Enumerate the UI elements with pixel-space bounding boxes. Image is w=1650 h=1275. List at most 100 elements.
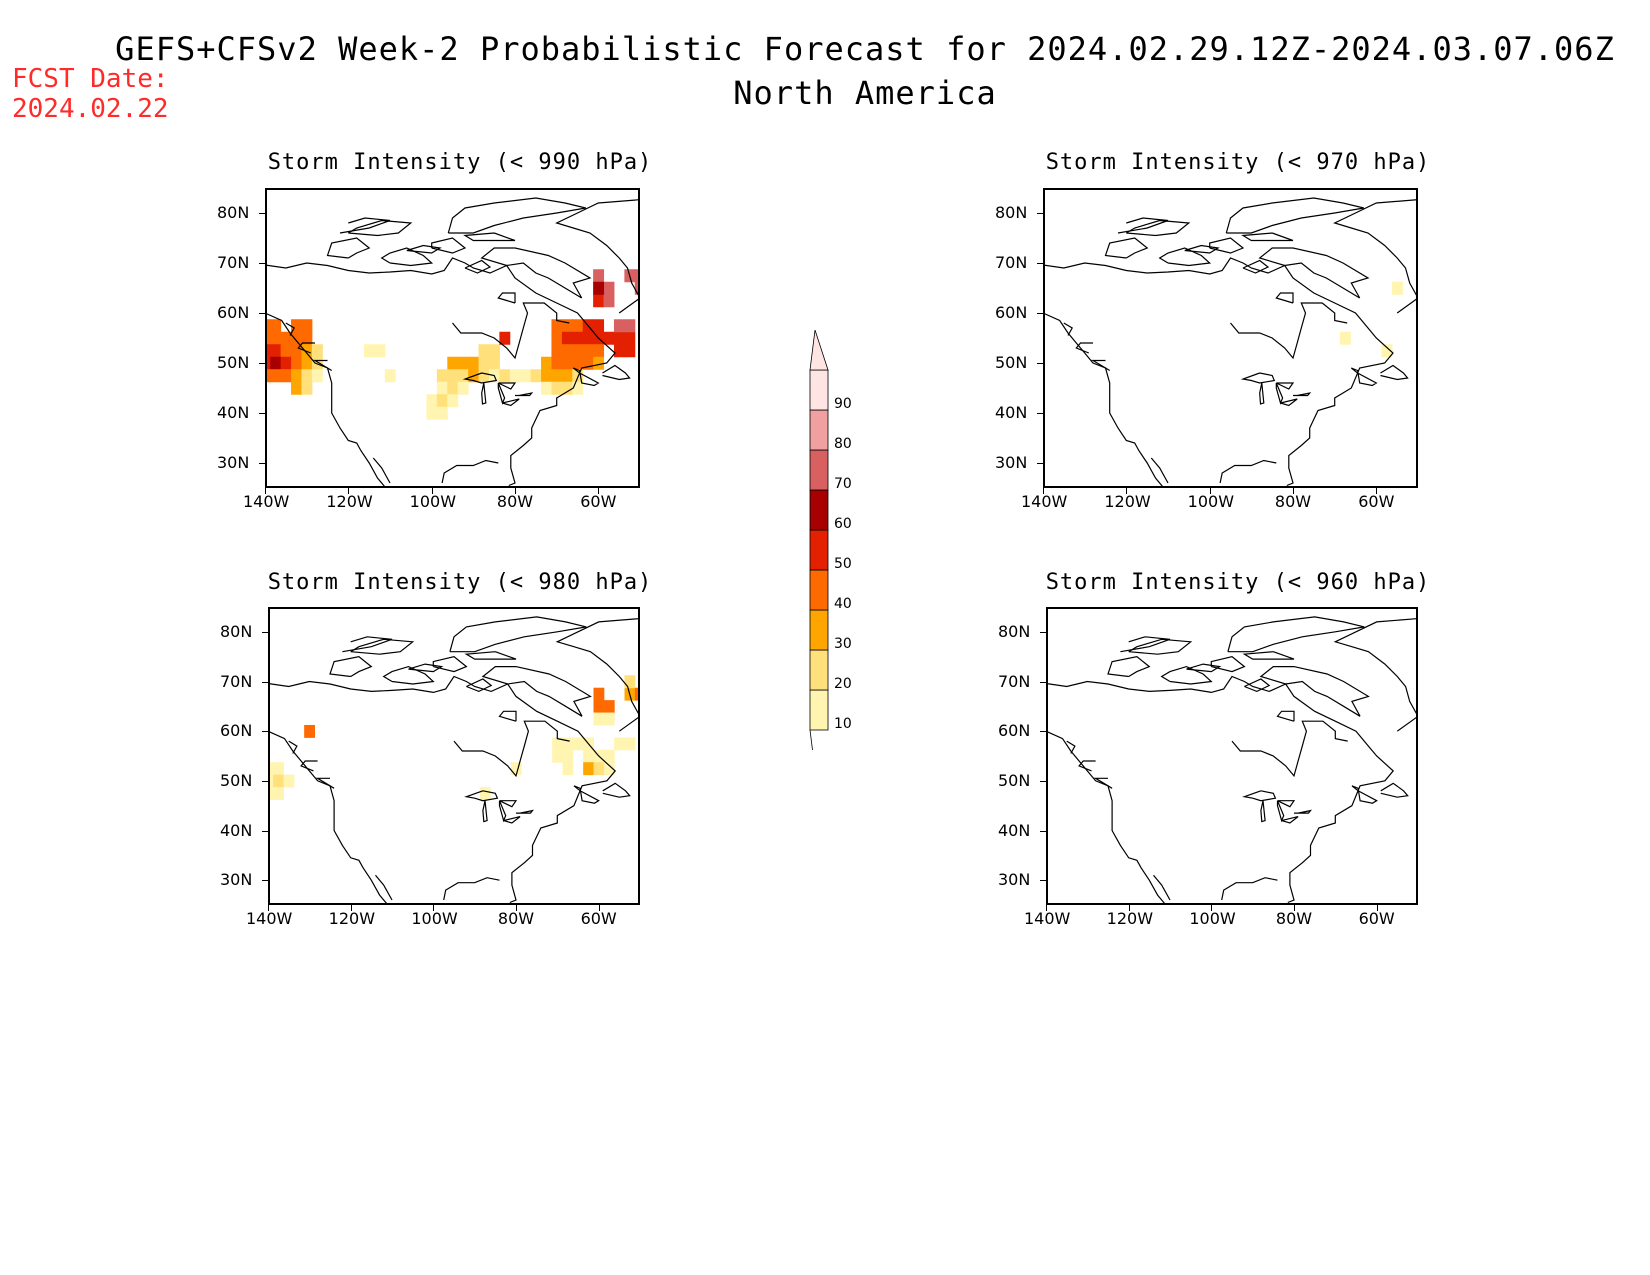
lon-tick bbox=[350, 905, 352, 911]
lat-tick-label: 70N bbox=[995, 253, 1028, 272]
prob-cell bbox=[530, 369, 542, 383]
coastline bbox=[1350, 367, 1378, 387]
coastline bbox=[502, 398, 520, 407]
prob-cell bbox=[572, 331, 584, 345]
coastline bbox=[1293, 392, 1312, 397]
coastline bbox=[441, 459, 499, 484]
lat-tick bbox=[259, 463, 265, 464]
coastline bbox=[375, 874, 393, 901]
prob-cell bbox=[572, 344, 584, 358]
coastline bbox=[339, 217, 391, 234]
coastline bbox=[1225, 197, 1364, 234]
coastline bbox=[453, 720, 570, 778]
prob-cell bbox=[311, 356, 323, 370]
lat-tick bbox=[262, 780, 268, 782]
coastline bbox=[1276, 710, 1295, 722]
lon-tick-label: 140W bbox=[1024, 909, 1071, 928]
lon-tick bbox=[1046, 905, 1047, 911]
prob-cell bbox=[301, 344, 313, 358]
prob-cell bbox=[593, 700, 605, 714]
prob-cell bbox=[582, 356, 594, 370]
prob-cell bbox=[541, 381, 552, 395]
prob-cell bbox=[478, 369, 490, 383]
prob-cell bbox=[426, 406, 438, 420]
prob-cell bbox=[583, 762, 594, 776]
colorbar-label: 60 bbox=[834, 516, 852, 532]
lat-tick bbox=[259, 213, 265, 214]
lat-tick bbox=[262, 631, 268, 633]
coastline bbox=[1259, 382, 1265, 405]
lat-tick-label: 40N bbox=[998, 820, 1031, 840]
lon-tick-label: 60W bbox=[580, 909, 617, 928]
colorbar-label: 80 bbox=[834, 436, 852, 452]
lon-tick bbox=[348, 488, 350, 494]
prob-cell bbox=[479, 787, 491, 800]
lon-tick-label: 80W bbox=[497, 909, 535, 928]
lon-tick-label: 140W bbox=[243, 492, 290, 511]
prob-cell bbox=[593, 319, 605, 333]
prob-cell bbox=[447, 356, 459, 370]
prob-cell bbox=[1391, 281, 1403, 295]
prob-cell bbox=[265, 369, 271, 383]
coastline bbox=[602, 782, 631, 798]
coastline bbox=[1351, 785, 1378, 804]
prob-cell bbox=[1381, 344, 1393, 358]
prob-cell bbox=[280, 369, 292, 383]
coastline bbox=[1107, 656, 1151, 678]
colorbar-label: 90 bbox=[834, 396, 852, 412]
coastline bbox=[432, 656, 468, 673]
prob-cell bbox=[268, 774, 274, 788]
prob-cell bbox=[603, 700, 615, 714]
colorbar-swatch bbox=[809, 489, 829, 531]
prob-cell bbox=[624, 331, 636, 345]
lat-tick bbox=[259, 413, 265, 414]
prob-cell bbox=[436, 406, 448, 420]
coastline bbox=[1258, 247, 1370, 299]
lat-tick-label: 60N bbox=[217, 303, 250, 322]
coastline bbox=[1276, 382, 1295, 390]
coastline bbox=[431, 237, 467, 254]
coastline bbox=[1276, 800, 1285, 823]
coastline bbox=[1275, 292, 1294, 304]
prob-cell bbox=[593, 712, 605, 726]
prob-cell bbox=[270, 344, 282, 358]
coastline bbox=[462, 372, 498, 384]
colorbar-swatch bbox=[809, 369, 829, 411]
prob-cell bbox=[426, 394, 438, 408]
coastline bbox=[265, 312, 387, 488]
prob-cell bbox=[603, 762, 615, 776]
prob-cell bbox=[551, 319, 563, 333]
prob-cell bbox=[436, 369, 448, 383]
prob-cell bbox=[562, 749, 574, 763]
prob-cell bbox=[624, 675, 636, 689]
map-frame bbox=[1043, 188, 1418, 488]
coastline bbox=[1294, 809, 1312, 814]
coastline bbox=[268, 675, 617, 904]
lon-tick bbox=[1376, 905, 1378, 911]
coastline bbox=[498, 382, 517, 390]
prob-cell bbox=[551, 331, 563, 345]
coastline bbox=[1075, 342, 1093, 354]
fcst-date-value: 2024.02.22 bbox=[12, 94, 169, 124]
prob-cell bbox=[301, 369, 313, 383]
prob-cell bbox=[291, 369, 302, 383]
prob-cell bbox=[603, 712, 615, 726]
prob-cell bbox=[436, 381, 448, 395]
lat-tick bbox=[1040, 880, 1046, 882]
prob-cell bbox=[1339, 331, 1351, 345]
lat-tick-label: 60N bbox=[995, 303, 1028, 322]
lon-tick bbox=[268, 905, 269, 911]
prob-cell bbox=[603, 281, 615, 295]
lat-tick bbox=[1037, 263, 1043, 264]
prob-cell bbox=[634, 687, 640, 701]
lon-tick-label: 120W bbox=[326, 492, 373, 511]
lat-tick-label: 40N bbox=[995, 403, 1028, 422]
lon-tick-label: 140W bbox=[1021, 492, 1068, 511]
prob-cell bbox=[291, 344, 302, 358]
lat-tick-label: 50N bbox=[220, 770, 253, 790]
prob-cell bbox=[593, 294, 605, 308]
colorbar-swatch bbox=[809, 609, 829, 651]
prob-cell bbox=[572, 369, 584, 383]
prob-cell bbox=[593, 762, 605, 776]
coastline bbox=[297, 342, 315, 354]
